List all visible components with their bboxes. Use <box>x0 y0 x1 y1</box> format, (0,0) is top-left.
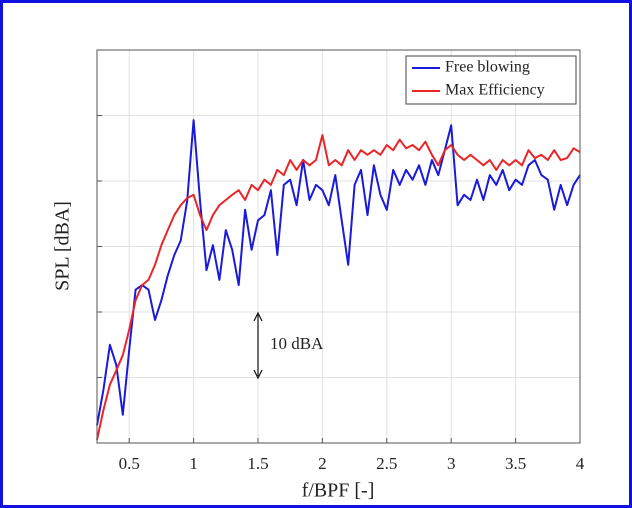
lines <box>96 119 581 440</box>
x-tick-label: 0.5 <box>119 454 140 473</box>
annotation: 10 dBA <box>270 334 324 353</box>
x-tick-label: 2.5 <box>376 454 397 473</box>
legend: Free blowing Max Efficiency <box>405 55 577 105</box>
y-axis-label: SPL [dBA] <box>52 201 74 291</box>
arrow-heads <box>253 311 263 380</box>
legend-label: Max Efficiency <box>445 82 545 99</box>
x-tick-label: 3 <box>447 454 456 473</box>
x-axis-label: f/BPF [-] <box>302 480 375 502</box>
x-tick-label: 2 <box>318 454 327 473</box>
legend-label: Free blowing <box>445 59 530 76</box>
legend-box <box>405 55 577 105</box>
series-line <box>96 134 581 440</box>
x-tick-label: 3.5 <box>505 454 526 473</box>
x-tick-label: 1.5 <box>247 454 268 473</box>
plot-border <box>96 49 581 444</box>
series-line <box>96 119 581 426</box>
x-tick-label: 4 <box>576 454 585 473</box>
x-tick-label: 1 <box>189 454 198 473</box>
